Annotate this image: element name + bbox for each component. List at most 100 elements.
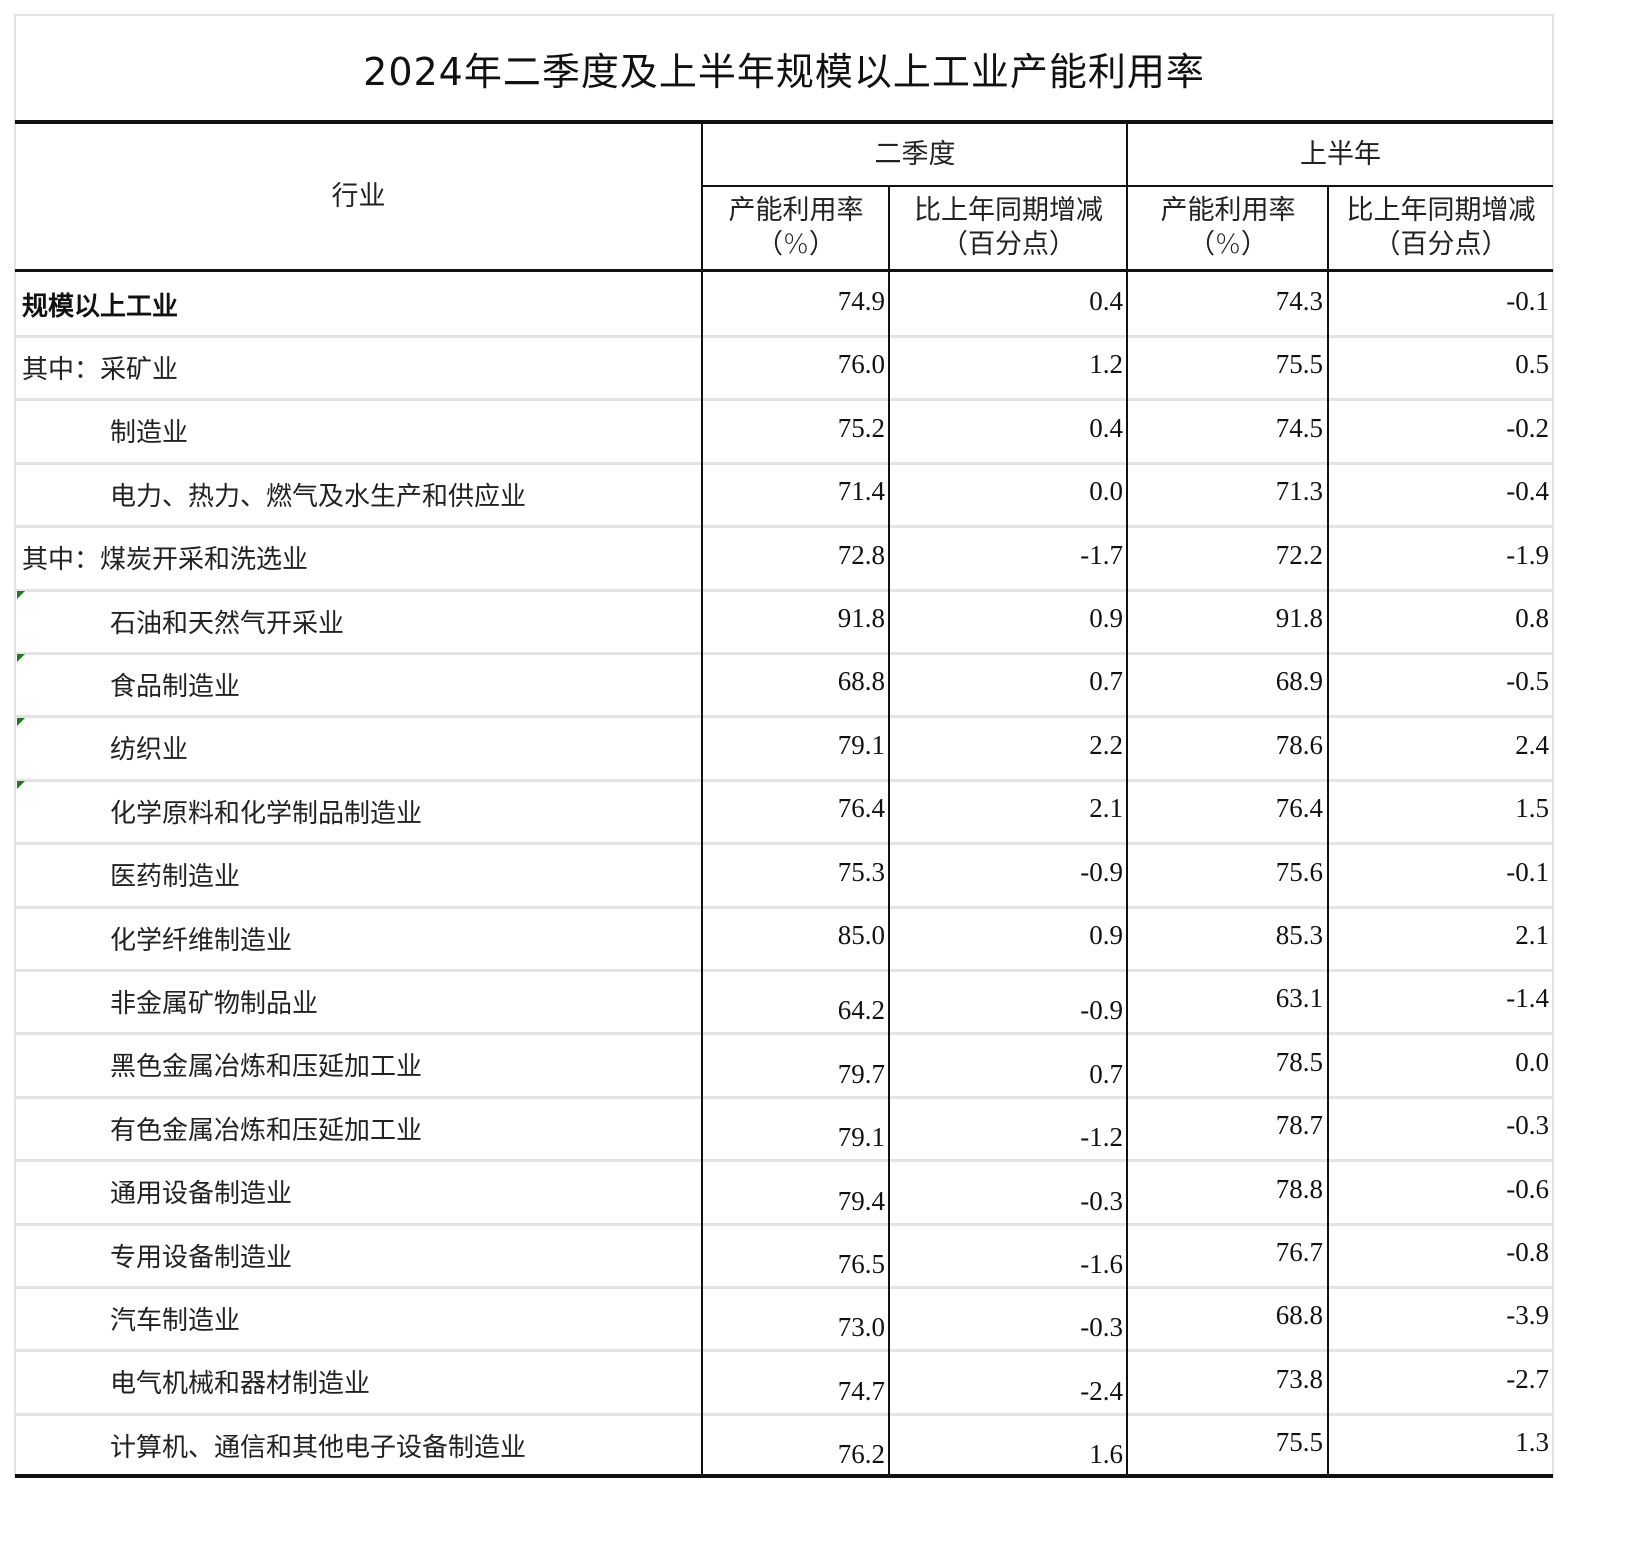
value-h1-rate: 78.8 [1275,1173,1323,1204]
industry-label: 纺织业 [110,735,189,766]
table-row: 石油和天然气开采业 91.8 0.9 91.8 0.8 [15,589,1553,655]
value-h1-rate: 74.3 [1275,286,1323,316]
value-q2-rate: 76.4 [837,793,885,824]
value-q2-rate: 71.4 [837,476,885,507]
row-gridline [15,1222,1553,1226]
value-h1-rate: 75.6 [1275,856,1323,887]
value-q2-change: -0.3 [1080,1185,1123,1216]
row-gridline [15,588,1553,592]
cell-comment-flag-icon [17,717,25,726]
value-q2-rate: 85.0 [837,920,885,950]
table-row: 非金属矿物制品业 64.2 -0.9 63.1 -1.4 [15,969,1553,1036]
value-q2-rate: 64.2 [837,995,885,1026]
value-q2-change: 1.6 [1089,1439,1123,1470]
row-gridline [15,715,1553,719]
value-q2-rate: 75.2 [837,412,885,443]
value-q2-rate: 79.7 [837,1058,885,1089]
table-row: 规模以上工业 74.9 0.4 74.3 -0.1 [15,272,1553,338]
industry-label: 其中：煤炭开采和洗选业 [22,545,309,576]
spreadsheet-frame [14,14,1554,1478]
table-row: 汽车制造业 73.0 -0.3 68.8 -3.9 [15,1286,1553,1353]
value-h1-change: 2.4 [1515,729,1549,760]
header-h1-rate: 产能利用率 （%） [1128,187,1328,269]
value-q2-rate: 76.5 [837,1249,885,1279]
row-gridline [15,969,1553,972]
row-gridline [15,842,1553,846]
value-q2-rate: 91.8 [837,603,885,633]
industry-label: 规模以上工业 [22,291,179,322]
value-h1-change: -0.6 [1506,1173,1549,1204]
header-q2-change: 比上年同期增减 （百分点） [890,187,1127,269]
table-row: 电力、热力、燃气及水生产和供应业 71.4 0.0 71.3 -0.4 [15,462,1553,529]
table-title: 2024年二季度及上半年规模以上工业产能利用率 [363,49,1205,94]
value-h1-rate: 78.6 [1275,729,1323,760]
value-q2-change: 0.4 [1089,286,1123,316]
value-h1-rate: 76.7 [1275,1237,1323,1267]
header-rate-unit: （%） [756,229,836,260]
cell-comment-flag-icon [17,654,25,663]
row-gridline [15,525,1553,529]
table-row: 有色金属冶炼和压延加工业 79.1 -1.2 78.7 -0.3 [15,1096,1553,1163]
value-q2-rate: 74.7 [837,1375,885,1406]
header-rate-unit: （%） [1188,229,1268,260]
row-gridline [15,1349,1553,1353]
value-q2-change: 1.2 [1089,349,1123,380]
value-q2-change: 0.9 [1089,920,1123,950]
value-q2-change: 0.7 [1089,666,1123,697]
value-h1-change: -0.5 [1506,666,1549,697]
industry-label: 制造业 [110,418,189,449]
value-q2-rate: 73.0 [837,1312,885,1343]
header-divider [15,269,1553,272]
value-q2-change: -0.9 [1080,856,1123,887]
table-row: 电气机械和器材制造业 74.7 -2.4 73.8 -2.7 [15,1350,1553,1416]
industry-label: 黑色金属冶炼和压延加工业 [110,1052,423,1083]
header-q2-label: 二季度 [874,139,956,170]
table-row: 化学原料和化学制品制造业 76.4 2.1 76.4 1.5 [15,779,1553,846]
row-gridline [15,1095,1553,1099]
value-h1-rate: 91.8 [1275,603,1323,633]
industry-label: 医药制造业 [110,862,241,893]
industry-label: 化学原料和化学制品制造业 [110,798,423,829]
value-q2-change: -2.4 [1080,1375,1123,1406]
column-divider [1126,124,1128,1476]
row-gridline [15,1032,1553,1036]
column-divider [888,186,890,1476]
value-q2-rate: 79.1 [837,1122,885,1153]
value-h1-rate: 63.1 [1275,983,1323,1014]
value-h1-rate: 68.9 [1275,666,1323,697]
value-q2-change: -0.9 [1080,995,1123,1026]
row-gridline [15,1159,1553,1163]
cell-comment-flag-icon [17,781,25,790]
value-h1-change: -3.9 [1506,1300,1549,1331]
industry-label: 计算机、通信和其他电子设备制造业 [110,1432,527,1463]
industry-label: 有色金属冶炼和压延加工业 [110,1115,423,1146]
table-row: 食品制造业 68.8 0.7 68.9 -0.5 [15,652,1553,719]
header-change-unit: （百分点） [941,229,1076,260]
table-row: 其中：煤炭开采和洗选业 72.8 -1.7 72.2 -1.9 [15,526,1553,592]
value-h1-rate: 78.5 [1275,1046,1323,1077]
header-q2: 二季度 [703,124,1127,186]
table-row: 化学纤维制造业 85.0 0.9 85.3 2.1 [15,906,1553,972]
row-gridline [15,398,1553,402]
industry-label: 化学纤维制造业 [110,925,293,956]
industry-label: 专用设备制造业 [110,1242,293,1273]
value-h1-change: -0.1 [1506,286,1549,316]
value-h1-change: -0.1 [1506,856,1549,887]
value-q2-change: -1.7 [1080,539,1123,570]
row-gridline [15,778,1553,782]
header-industry-label: 行业 [331,180,386,212]
value-h1-change: -1.9 [1506,539,1549,570]
row-gridline [15,652,1553,655]
table-row: 其中：采矿业 76.0 1.2 75.5 0.5 [15,335,1553,402]
value-h1-rate: 74.5 [1275,412,1323,443]
industry-label: 其中：采矿业 [22,354,179,385]
header-rate-label: 产能利用率 [1160,195,1296,226]
header-rate-label: 产能利用率 [728,195,864,226]
column-divider [1327,186,1329,1476]
value-q2-change: -1.2 [1080,1122,1123,1153]
value-q2-rate: 76.0 [837,349,885,380]
industry-label: 石油和天然气开采业 [110,608,345,639]
table-row: 计算机、通信和其他电子设备制造业 76.2 1.6 75.5 1.3 [15,1413,1553,1477]
value-h1-rate: 78.7 [1275,1110,1323,1141]
row-gridline [15,1412,1553,1416]
